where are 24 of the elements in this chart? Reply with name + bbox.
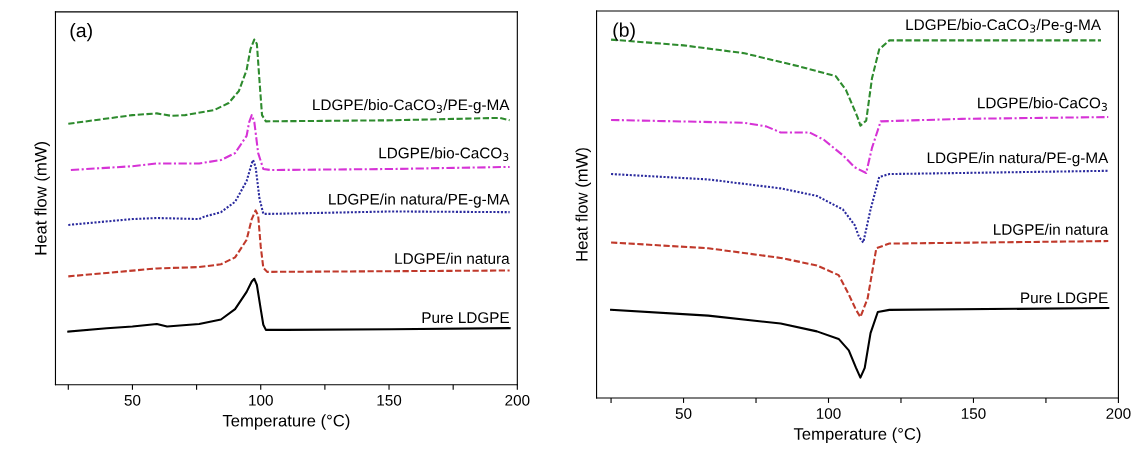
x-tick-label: 50	[675, 408, 692, 419]
x-tick-label: 100	[249, 394, 273, 406]
x-tick-label: 100	[816, 408, 841, 419]
series-label: LDGPE/in natura/PE-g-MA	[927, 152, 1109, 167]
x-tick-label: 50	[124, 394, 141, 406]
x-tick-label: 200	[505, 394, 530, 406]
annotation: (a)	[70, 23, 92, 42]
x-tick-label: 150	[377, 394, 402, 406]
y-axis-title: Heat flow (mW)	[34, 141, 50, 255]
x-tick-label: 200	[1106, 408, 1131, 419]
series-label: Pure LDGPE	[422, 312, 509, 324]
series-label: LDGPE/bio-CaCO$_{3}$	[379, 147, 509, 161]
x-axis-title: Temperature (°C)	[222, 414, 350, 430]
y-axis-title: Heat flow (mW)	[575, 148, 591, 261]
series-label: LDGPE/bio-CaCO$_{3}$/Pe-g-MA	[906, 18, 1101, 34]
series-label: LDGPE/in natura/PE-g-MA	[329, 193, 510, 208]
series-label: LDGPE/bio-CaCO$_{3}$	[978, 97, 1107, 111]
series-label: LDGPE/in natura	[994, 223, 1109, 235]
x-tick-label: 150	[961, 408, 986, 419]
annotation: (b)	[613, 22, 635, 41]
series-label: LDGPE/in natura	[395, 252, 510, 264]
series-label: Pure LDGPE	[1021, 292, 1108, 304]
x-axis-title: Temperature (°C)	[793, 427, 921, 444]
series-label: LDGPE/bio-CaCO$_{3}$/PE-g-MA	[313, 99, 510, 114]
